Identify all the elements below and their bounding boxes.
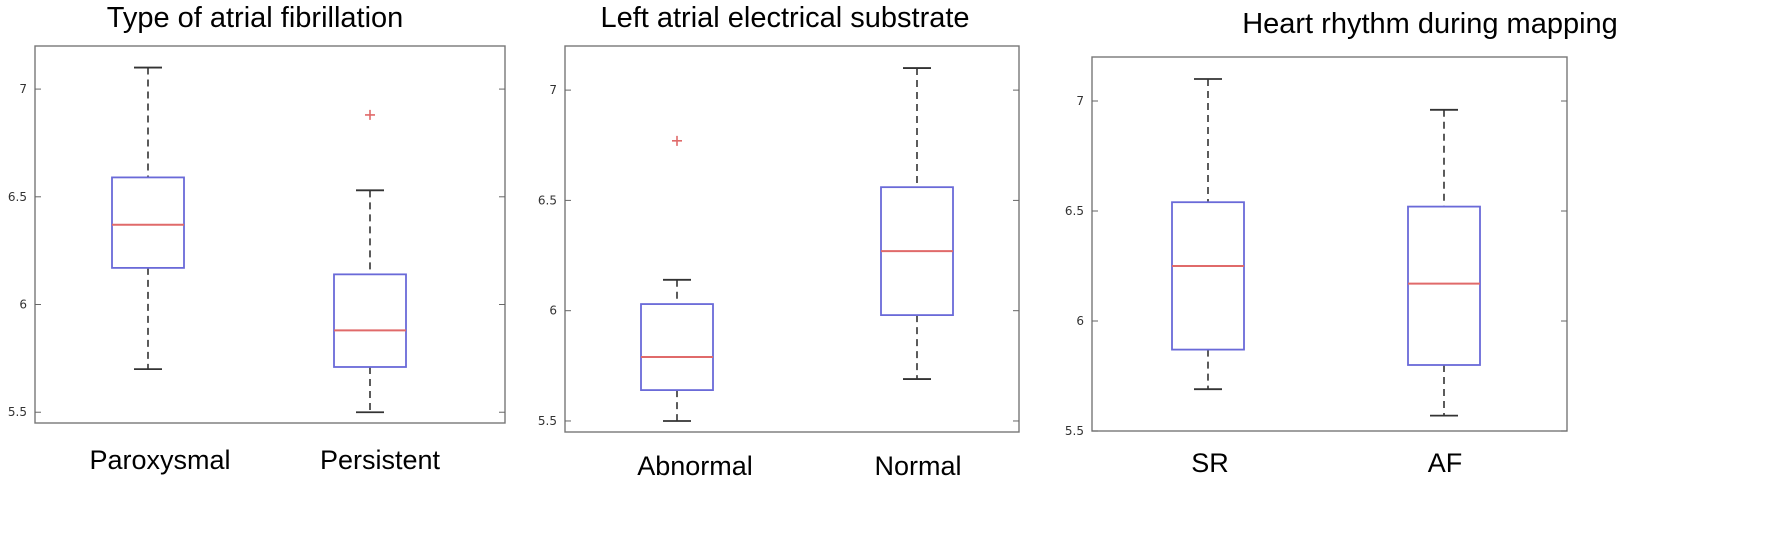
panel-type-of-af: Type of atrial fibrillation 5.5 6 6.5 7 Par… xyxy=(8,2,506,475)
chart-title: Heart rhythm during mapping xyxy=(1242,8,1618,40)
plot-frame xyxy=(34,45,506,424)
outlier-point xyxy=(365,109,375,120)
y-axis: 5.5 6 6.5 7 xyxy=(538,83,1019,428)
box-series xyxy=(1171,78,1481,417)
category-label-abnormal: Abnormal xyxy=(637,451,753,481)
category-label-persistent: Persistent xyxy=(320,445,441,475)
category-label-normal: Normal xyxy=(874,451,961,481)
box-sr xyxy=(1171,78,1245,391)
y-tick-label: 7 xyxy=(549,83,557,97)
y-tick-label: 6.5 xyxy=(1065,204,1084,218)
box-abnormal xyxy=(640,135,714,422)
y-tick-label: 6 xyxy=(549,304,557,318)
category-label-af: AF xyxy=(1428,448,1463,478)
chart-title: Type of atrial fibrillation xyxy=(107,2,404,34)
box-series xyxy=(111,66,407,414)
iqr-box xyxy=(1407,205,1481,366)
y-tick-label: 5.5 xyxy=(1065,424,1084,438)
panel-heart-rhythm: Heart rhythm during mapping 5.566.57 SR … xyxy=(1065,8,1618,478)
plot-frame xyxy=(564,45,1020,433)
box-persistent xyxy=(333,109,407,414)
y-axis: 5.5 6 6.5 7 xyxy=(1065,94,1567,438)
category-label-paroxysmal: Paroxysmal xyxy=(89,445,230,475)
box-paroxysmal xyxy=(111,66,185,371)
box-normal xyxy=(880,67,954,380)
iqr-box xyxy=(111,176,185,269)
outlier-point xyxy=(672,135,682,146)
chart-title: Left atrial electrical substrate xyxy=(600,2,969,34)
category-label-sr: SR xyxy=(1191,448,1229,478)
box-series xyxy=(640,67,954,422)
y-tick-label: 6 xyxy=(1076,314,1084,328)
y-tick-label: 7 xyxy=(1076,94,1084,108)
y-axis: 5.5 6 6.5 7 xyxy=(8,82,505,419)
y-tick-label: 7 xyxy=(19,82,27,96)
iqr-box xyxy=(333,273,407,368)
panel-left-atrial-substrate: Left atrial electrical substrate 5.5 6 6.5… xyxy=(538,2,1020,481)
box-af xyxy=(1407,108,1481,417)
y-tick-label: 5.5 xyxy=(538,414,557,428)
iqr-box xyxy=(640,303,714,391)
y-tick-label: 6.5 xyxy=(8,190,27,204)
plot-frame xyxy=(1091,56,1568,432)
y-tick-label: 6.5 xyxy=(538,193,557,207)
y-tick-label: 6 xyxy=(19,298,27,312)
iqr-box xyxy=(1171,201,1245,351)
y-tick-label: 5.5 xyxy=(8,405,27,419)
